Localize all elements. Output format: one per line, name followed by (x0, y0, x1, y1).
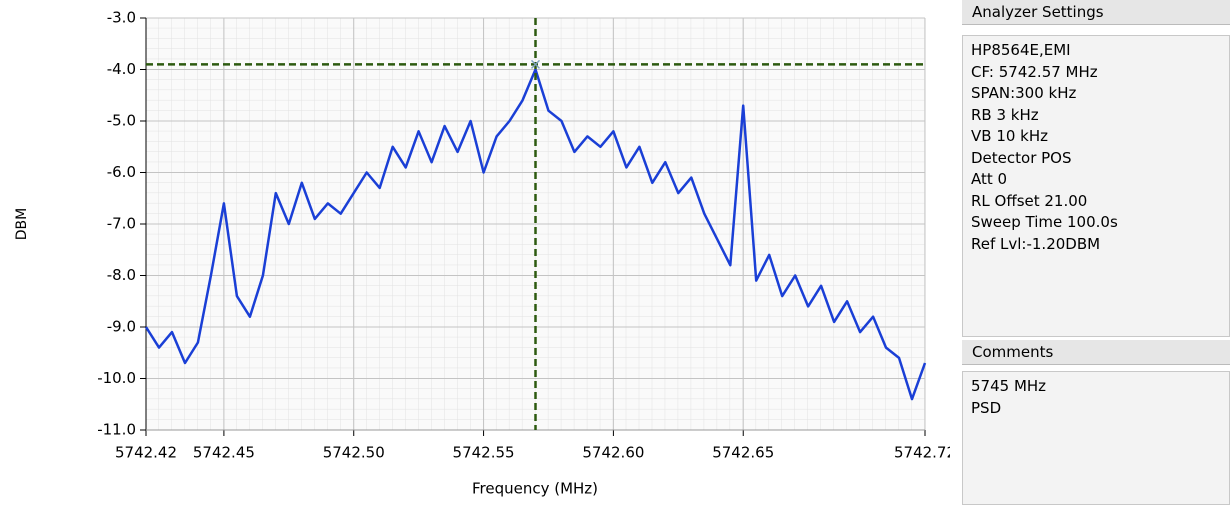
panel-line: Att 0 (971, 170, 1008, 188)
y-tick-label: -3.0 (107, 9, 136, 27)
y-tick-label: -7.0 (107, 215, 136, 233)
panel-line: Sweep Time 100.0s (971, 213, 1118, 231)
settings-box: HP8564E,EMI CF: 5742.57 MHz SPAN:300 kHz RB… (962, 35, 1230, 337)
y-tick-label: -10.0 (97, 369, 136, 387)
panel-line: Ref Lvl:-1.20DBM (971, 234, 1101, 253)
x-axis-label: Frequency (MHz) (472, 480, 598, 498)
x-tick-label: 5742.55 (453, 444, 515, 462)
y-axis-label: DBM (14, 208, 30, 240)
panel-line: CF: 5742.57 MHz (971, 62, 1098, 81)
panel-line: RB 3 kHz (971, 105, 1039, 124)
cursor-marker (530, 59, 541, 69)
y-tick-label: -6.0 (107, 163, 136, 181)
panel-line: HP8564E,EMI (971, 41, 1071, 59)
x-tick-label: 5742.50 (323, 444, 385, 462)
y-tick-label: -4.0 (107, 60, 136, 78)
panel-title: Analyzer Settings (962, 0, 1230, 25)
x-tick-label: 5742.45 (193, 444, 255, 462)
panel-line: Detector POS (971, 148, 1072, 167)
trace (144, 68, 927, 401)
panel-line: VB 10 kHz (971, 127, 1049, 145)
comments-panel: Comments 5745 MHz PSD (962, 340, 1230, 505)
y-tick-label: -5.0 (107, 112, 136, 130)
settings-panel: Analyzer Settings HP8564E,EMI CF: 5742.57… (962, 0, 1230, 337)
panel-line: RL Offset 21.00 (971, 191, 1088, 210)
y-tick-label: -9.0 (107, 318, 136, 336)
x-tick-label: 5742.42 (115, 444, 177, 462)
panel-line: 5745 MHz (971, 377, 1047, 395)
x-tick-label: 5742.60 (582, 444, 644, 462)
comments-box: 5745 MHz PSD (962, 371, 1230, 505)
x-tick-label: 5742.72 (894, 444, 950, 462)
panel-line: SPAN:300 kHz (971, 84, 1077, 102)
y-tick-label: -8.0 (107, 266, 136, 284)
y-tick-label: -11.0 (97, 421, 136, 439)
x-tick-label: 5742.65 (712, 444, 774, 462)
chart: DBM Frequency (MHz) -3.0 -4.0 -5.0 -6.0 -7.0… (14, 9, 950, 498)
panel-line: PSD (971, 398, 1002, 417)
panel-title: Comments (962, 340, 1230, 365)
